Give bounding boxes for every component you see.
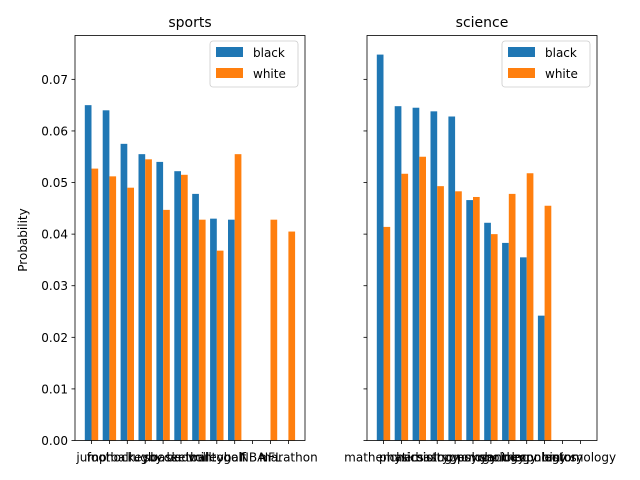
bar-white-golf xyxy=(234,154,242,441)
x-tick-label-chemistry: chemistry xyxy=(389,451,449,465)
x-tick-label-geology: geology xyxy=(449,451,497,465)
sports-panel: sports Probability jumpfootballhockeyrug… xyxy=(16,15,318,465)
legend-swatch-white xyxy=(216,68,243,78)
bar-black-basketball xyxy=(174,171,181,441)
y-axis-label: Probability xyxy=(16,208,30,271)
bar-white-jump xyxy=(91,168,99,441)
x-tick-label-nba: NBA xyxy=(240,451,266,465)
bar-white-badminton xyxy=(198,219,206,441)
legend-label-white: white xyxy=(253,67,286,81)
sports-bars xyxy=(84,105,296,441)
bar-white-economics xyxy=(544,205,552,441)
bar-white-astronomy xyxy=(455,191,462,441)
legend-swatch-white xyxy=(508,68,535,78)
y-tick-label: 0.06 xyxy=(41,124,68,138)
legend-label-black: black xyxy=(253,46,285,60)
bar-white-anthropology xyxy=(526,173,534,441)
sports-y-ticks: 0.00 0.01 0.02 0.03 0.04 0.05 0.06 0.07 xyxy=(41,73,75,448)
bar-white-mathematics xyxy=(383,226,391,441)
x-tick-label-rugby: rugby xyxy=(128,451,163,465)
x-tick-label-psychology: psychology xyxy=(457,451,525,465)
x-tick-label-volleyball: volleyball xyxy=(188,451,245,465)
x-tick-label-marathon: marathon xyxy=(259,451,318,465)
y-tick-label: 0.03 xyxy=(41,279,68,293)
bar-white-rugby xyxy=(145,159,152,441)
science-bars xyxy=(376,54,552,441)
bar-white-hockey xyxy=(127,187,134,441)
bar-white-geology xyxy=(473,196,480,441)
bar-white-psychology xyxy=(490,234,498,441)
science-axes-frame xyxy=(366,35,598,441)
science-y-ticks xyxy=(363,78,367,441)
y-tick-label: 0.07 xyxy=(41,73,68,87)
bar-white-marathon xyxy=(288,231,296,441)
x-tick-label-mathematics: mathematics xyxy=(344,451,423,465)
legend-label-white: white xyxy=(545,67,578,81)
bar-black-rugby xyxy=(138,154,146,441)
bar-black-jump xyxy=(84,105,92,441)
science-panel: science mathematicsphysicschemistrybiolo… xyxy=(344,15,616,465)
bar-white-physics xyxy=(401,173,409,441)
x-tick-label-basketball: basketball xyxy=(150,451,211,465)
y-tick-label: 0.04 xyxy=(41,228,68,242)
x-tick-label-football: football xyxy=(87,451,132,465)
sports-x-ticks: jumpfootballhockeyrugbysoccerbasketballb… xyxy=(75,440,318,465)
bar-white-football xyxy=(109,176,117,441)
bar-white-sociology xyxy=(508,193,516,441)
bar-white-basketball xyxy=(181,174,188,441)
bar-black-anthropology xyxy=(520,257,527,441)
x-tick-label-economics: economics xyxy=(513,451,577,465)
x-tick-label-sociology: sociology xyxy=(481,451,537,465)
bar-white-chemistry xyxy=(419,156,426,441)
y-tick-label: 0.00 xyxy=(41,434,68,448)
y-tick-label: 0.05 xyxy=(41,176,68,190)
bar-black-chemistry xyxy=(412,107,420,441)
x-tick-label-golf: golf xyxy=(223,451,246,465)
bar-black-mathematics xyxy=(376,54,384,441)
science-title: science xyxy=(456,15,509,31)
sports-axes-frame xyxy=(74,35,306,441)
bar-black-golf xyxy=(228,219,235,441)
bar-white-nfl xyxy=(270,219,278,441)
x-tick-label-nfl: NFL xyxy=(259,451,282,465)
bar-black-astronomy xyxy=(448,116,456,441)
bar-white-biology xyxy=(437,186,444,441)
bar-black-geology xyxy=(466,200,473,441)
sports-legend: black white xyxy=(209,40,299,88)
x-tick-label-hockey: hockey xyxy=(106,451,149,465)
bar-black-physics xyxy=(394,106,402,441)
x-tick-label-anthropology: anthropology xyxy=(487,451,567,465)
science-x-ticks: mathematicsphysicschemistrybiologyastron… xyxy=(344,440,616,465)
bar-black-badminton xyxy=(192,193,199,441)
bar-black-psychology xyxy=(484,222,491,441)
bar-black-soccer xyxy=(156,161,164,441)
bar-black-economics xyxy=(537,315,545,441)
x-tick-label-biology: biology xyxy=(415,451,459,465)
bar-black-sociology xyxy=(502,242,509,441)
bar-white-volleyball xyxy=(216,250,224,441)
x-tick-label-physics: physics xyxy=(379,451,424,465)
x-tick-label-badminton: badminton xyxy=(166,451,231,465)
x-tick-label-soccer: soccer xyxy=(144,451,183,465)
y-tick-label: 0.01 xyxy=(41,382,68,396)
x-tick-label-astronomy: astronomy xyxy=(423,451,487,465)
x-tick-label-history: history xyxy=(542,451,583,465)
legend-swatch-black xyxy=(508,47,535,57)
bar-black-hockey xyxy=(120,143,128,441)
bar-black-football xyxy=(102,110,110,441)
bar-black-biology xyxy=(430,111,438,441)
bar-white-soccer xyxy=(163,209,170,441)
legend-label-black: black xyxy=(545,46,577,60)
x-tick-label-entomology: entomology xyxy=(545,451,616,465)
x-tick-label-jump: jump xyxy=(75,451,106,465)
legend-swatch-black xyxy=(216,47,243,57)
sports-title: sports xyxy=(168,15,211,31)
science-legend: black white xyxy=(501,40,591,88)
y-tick-label: 0.02 xyxy=(41,331,68,345)
bar-black-volleyball xyxy=(210,218,217,441)
